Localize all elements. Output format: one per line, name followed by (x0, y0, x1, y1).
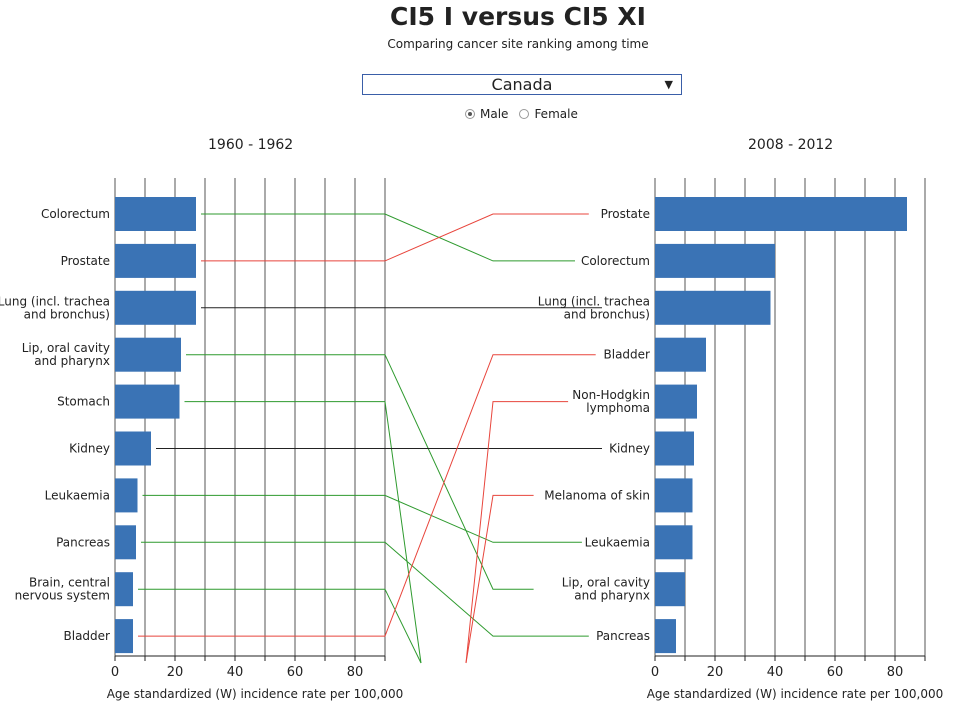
category-label: Bladder (604, 348, 651, 362)
rank-connector (465, 494, 534, 664)
bar (655, 197, 907, 231)
bar (655, 619, 676, 654)
bar (115, 197, 196, 231)
category-label: Colorectum (581, 254, 650, 268)
page-title: CI5 I versus CI5 XI (390, 2, 646, 31)
category-label: Bladder (64, 629, 111, 643)
category-label: Stomach (57, 395, 110, 409)
bar (655, 478, 693, 513)
x-tick-label: 0 (111, 665, 119, 680)
male-radio-label: Male (480, 107, 509, 121)
category-label: Colorectum (41, 207, 110, 221)
rank-connector (141, 541, 589, 637)
category-label: Pancreas (56, 535, 110, 549)
rank-connector (201, 213, 575, 262)
category-label: Prostate (61, 254, 110, 268)
category-label: Brain, central (29, 576, 110, 590)
rank-connector (138, 354, 596, 637)
x-axis-title: Age standardized (W) incidence rate per … (107, 687, 404, 701)
category-label: Pancreas (596, 629, 650, 643)
country-select-value: Canada (491, 75, 553, 94)
category-label: lymphoma (586, 401, 650, 415)
bar (115, 431, 151, 466)
x-tick-label: 20 (167, 665, 184, 680)
bar (655, 572, 685, 607)
rank-connector (186, 354, 534, 590)
category-label: and bronchus) (564, 307, 650, 321)
category-label: Non-Hodgkin (572, 388, 650, 402)
rank-connector (138, 588, 422, 664)
category-label: nervous system (15, 589, 110, 603)
category-label: and pharynx (574, 589, 650, 603)
x-axis-title: Age standardized (W) incidence rate per … (647, 687, 944, 701)
x-tick-label: 40 (227, 665, 244, 680)
right-period-title: 2008 - 2012 (748, 137, 834, 153)
dropdown-arrow-icon: ▼ (664, 78, 673, 91)
rank-connector (184, 401, 422, 664)
male-radio[interactable] (465, 109, 475, 119)
left-period-title: 1960 - 1962 (208, 137, 294, 153)
x-tick-label: 20 (707, 665, 724, 680)
x-tick-label: 60 (827, 665, 844, 680)
bar (115, 384, 180, 419)
category-label: Kidney (69, 442, 110, 456)
category-label: Melanoma of skin (544, 488, 650, 502)
category-label: and pharynx (34, 354, 110, 368)
x-tick-label: 80 (347, 665, 364, 680)
female-radio-label: Female (534, 107, 578, 121)
category-label: Lung (incl. trachea (538, 294, 650, 308)
x-tick-label: 0 (651, 665, 659, 680)
bar (655, 337, 706, 372)
category-label: Kidney (609, 442, 650, 456)
category-label: Lip, oral cavity (22, 341, 110, 355)
category-label: Lung (incl. trachea (0, 294, 110, 308)
category-label: Leukaemia (585, 535, 650, 549)
bar (655, 384, 697, 419)
bar (115, 243, 196, 278)
page-subtitle: Comparing cancer site ranking among time (387, 37, 649, 51)
x-tick-label: 60 (287, 665, 304, 680)
sex-radio-group: Male Female (465, 107, 578, 121)
bar (115, 290, 196, 325)
bar (115, 619, 133, 654)
bar (115, 478, 138, 513)
bar (655, 290, 771, 325)
rank-connector (142, 494, 582, 543)
country-select[interactable]: Canada ▼ (362, 74, 682, 95)
rank-connector (465, 401, 569, 664)
category-label: and bronchus) (24, 307, 110, 321)
x-tick-label: 40 (767, 665, 784, 680)
x-tick-label: 80 (887, 665, 904, 680)
bar (115, 337, 181, 372)
bar (655, 431, 694, 466)
bar (115, 572, 133, 607)
rank-connector (201, 213, 589, 262)
female-radio[interactable] (519, 109, 530, 119)
bar (115, 525, 136, 560)
bar (655, 243, 775, 278)
category-label: Leukaemia (45, 488, 110, 502)
category-label: Prostate (601, 207, 650, 221)
category-label: Lip, oral cavity (562, 576, 650, 590)
bar (655, 525, 693, 560)
